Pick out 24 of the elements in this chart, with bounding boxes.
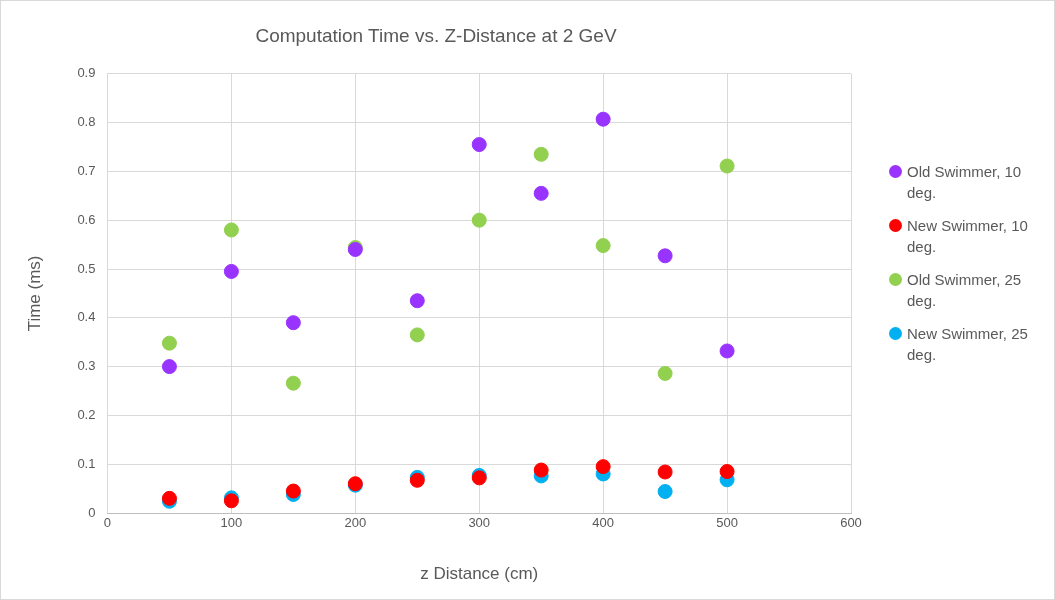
x-axis-title: z Distance (cm) [420, 564, 539, 584]
x-tick-label: 100 [220, 515, 243, 531]
legend-label: New Swimmer, 25 deg. [907, 324, 1029, 365]
x-tick-label: 200 [344, 515, 367, 531]
y-tick-label: 0.5 [77, 260, 96, 276]
x-tick-label: 400 [592, 515, 615, 531]
y-tick-label: 0.3 [77, 358, 96, 374]
legend-label: New Swimmer, 10 deg. [907, 216, 1029, 257]
y-axis-title: Time (ms) [24, 255, 44, 332]
x-tick-label: 500 [716, 515, 738, 531]
y-tick-label: 0.6 [77, 211, 96, 227]
x-tick-label: 600 [840, 515, 862, 531]
y-tick-label: 0.8 [77, 114, 96, 130]
chart-title: Computation Time vs. Z-Distance at 2 GeV [255, 24, 617, 46]
y-tick-label: 0.1 [77, 455, 96, 471]
y-tick-label: 0.4 [77, 309, 96, 325]
legend-label: Old Swimmer, 10 deg. [907, 162, 1023, 203]
x-tick-label: 300 [468, 515, 491, 531]
y-tick-label: 0 [88, 504, 96, 520]
y-tick-label: 0.2 [77, 406, 96, 422]
y-tick-label: 0.9 [77, 65, 96, 81]
x-tick-label: 0 [103, 515, 112, 531]
legend-label: Old Swimmer, 25 deg. [907, 270, 1023, 311]
y-tick-label: 0.7 [77, 162, 96, 178]
